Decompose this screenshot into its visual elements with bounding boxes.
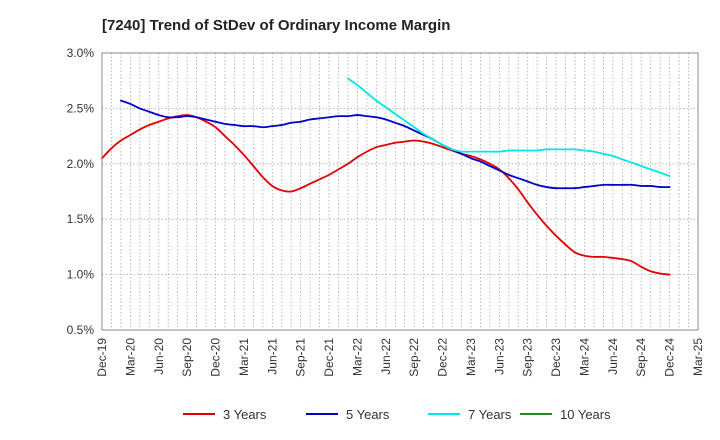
x-tick-label: Mar-21 [237,338,251,376]
x-tick-label: Jun-22 [379,338,393,375]
x-tick-label: Dec-23 [549,338,563,377]
x-tick-label: Dec-20 [209,338,223,377]
legend: 3 Years 5 Years 7 Years 10 Years [183,407,611,422]
x-tick-label: Dec-21 [322,338,336,377]
y-axis-ticks: 3.0% 2.5% 2.0% 1.5% 1.0% 0.5% [67,46,95,337]
x-tick-label: Sep-23 [521,338,535,377]
y-tick-label: 0.5% [67,323,95,337]
x-tick-label: Mar-20 [123,338,137,376]
x-tick-label: Jun-20 [152,338,166,375]
y-tick-label: 3.0% [67,46,95,60]
x-tick-label: Jun-24 [606,338,620,375]
x-tick-label: Sep-20 [180,338,194,377]
plot-lines [101,77,671,276]
chart-title: [7240] Trend of StDev of Ordinary Income… [102,17,450,34]
x-tick-label: Mar-23 [464,338,478,376]
x-tick-label: Mar-25 [691,338,705,376]
legend-label-7-years: 7 Years [468,407,512,422]
y-tick-label: 1.0% [67,268,95,282]
x-tick-label: Dec-19 [95,338,109,377]
grid-lines [102,53,698,330]
x-tick-label: Mar-24 [577,338,591,376]
x-tick-label: Jun-21 [265,338,279,375]
legend-label-3-years: 3 Years [223,407,267,422]
x-axis-ticks: Dec-19 Mar-20 Jun-20 Sep-20 Dec-20 Mar-21 Jun-… [95,338,705,377]
x-tick-label: Jun-23 [492,338,506,375]
legend-label-5-years: 5 Years [346,407,390,422]
y-tick-label: 2.0% [67,157,95,171]
plot-frame [101,52,699,331]
x-tick-label: Sep-21 [294,338,308,377]
legend-label-10-years: 10 Years [560,407,611,422]
y-tick-label: 1.5% [67,212,95,226]
series-line-5-years [120,99,671,190]
x-tick-label: Dec-24 [663,338,677,377]
x-tick-label: Mar-22 [350,338,364,376]
x-tick-label: Sep-22 [407,338,421,377]
x-tick-label: Dec-22 [436,338,450,377]
series-line-7-years [347,77,671,177]
series-line-3-years [101,114,671,276]
y-tick-label: 2.5% [67,101,95,115]
x-tick-label: Sep-24 [634,338,648,377]
